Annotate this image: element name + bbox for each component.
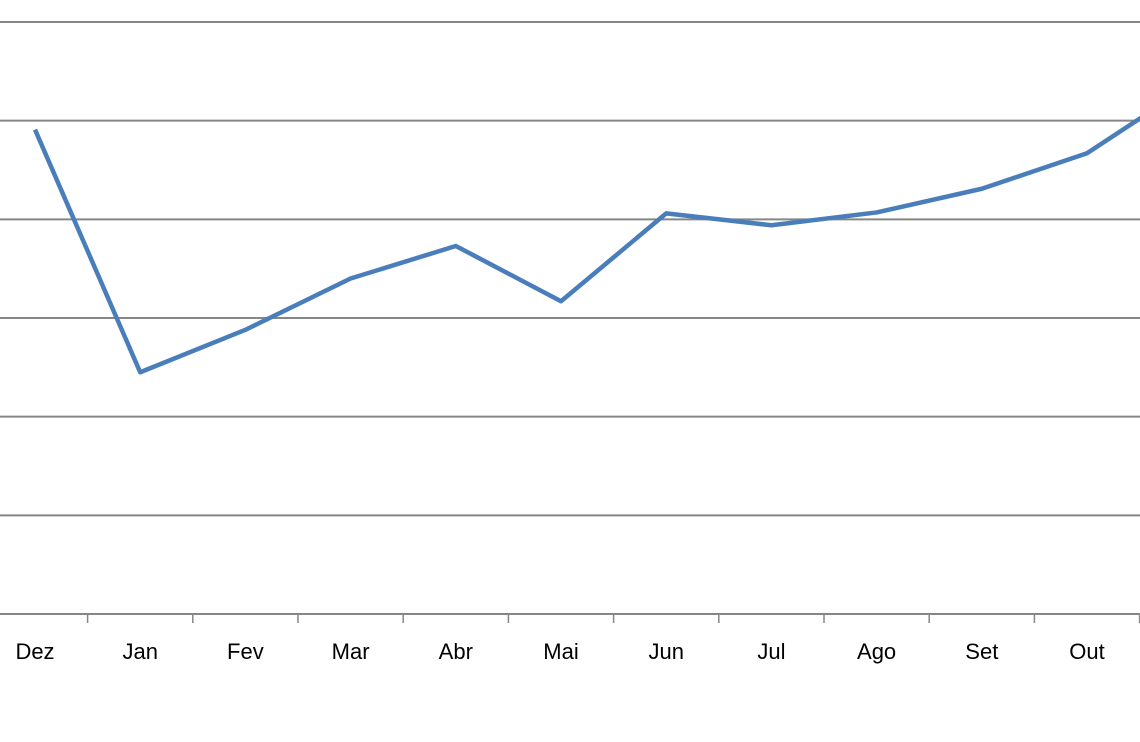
x-tick-label: Fev [227,639,264,664]
x-tick-label: Out [1069,639,1104,664]
x-tick-label: Dez [15,639,54,664]
x-tick-label: Jan [122,639,157,664]
x-tick-label: Mar [332,639,370,664]
data-line [32,115,1140,375]
x-tick-label: Mai [543,639,578,664]
x-tick-label: Jul [757,639,785,664]
x-tick-label: Abr [439,639,473,664]
x-tick-label: Set [965,639,998,664]
x-tick-label: Jun [648,639,683,664]
x-tick-label: Ago [857,639,896,664]
